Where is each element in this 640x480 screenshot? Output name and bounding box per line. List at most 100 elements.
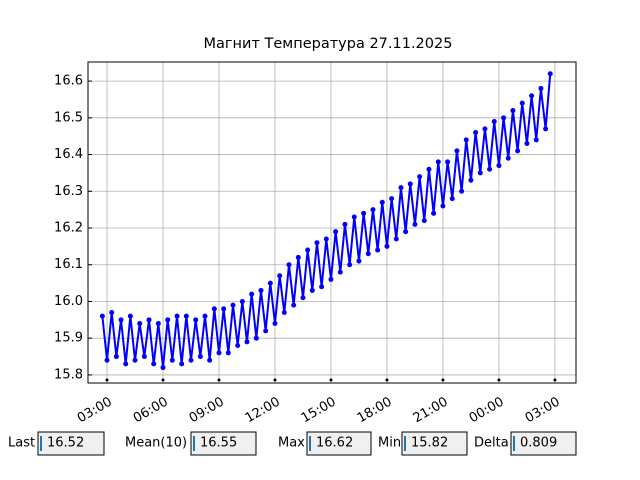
data-point: [356, 258, 362, 264]
stat-field: [401, 431, 468, 456]
data-point: [291, 302, 297, 308]
data-point: [314, 240, 320, 246]
data-point: [477, 170, 483, 176]
data-point: [109, 309, 115, 315]
stat-field: [37, 431, 105, 456]
y-tick-label: 16.1: [54, 257, 83, 272]
stat-value: 0.809: [520, 436, 557, 451]
data-point: [491, 118, 497, 124]
data-point: [519, 100, 525, 106]
data-point: [151, 361, 157, 367]
data-point: [449, 196, 455, 202]
stat-value: 16.55: [200, 436, 237, 451]
data-point: [421, 218, 427, 224]
data-point: [202, 313, 208, 319]
stat-label: Min: [378, 436, 401, 451]
data-point: [319, 284, 325, 290]
x-tick: [217, 378, 221, 382]
data-point: [431, 210, 437, 216]
y-tick-label: 16.2: [54, 221, 83, 236]
data-point: [118, 317, 124, 323]
stat-box[interactable]: 0.809: [510, 431, 577, 456]
data-point: [295, 254, 301, 260]
x-tick: [105, 378, 109, 382]
data-point: [487, 166, 493, 172]
data-point: [267, 280, 273, 286]
data-point: [188, 357, 194, 363]
data-point: [351, 214, 357, 220]
x-tick: [497, 378, 501, 382]
data-point: [463, 137, 469, 143]
data-point: [524, 141, 530, 147]
data-point: [174, 313, 180, 319]
data-point: [473, 130, 479, 136]
data-point: [99, 313, 105, 319]
stat-value: 15.82: [411, 436, 448, 451]
stat-box[interactable]: 16.62: [306, 431, 372, 456]
y-tick-label: 15.9: [54, 331, 83, 346]
stat-value: 16.52: [47, 436, 84, 451]
data-point: [515, 148, 521, 154]
data-point: [104, 357, 110, 363]
data-point: [127, 313, 133, 319]
chart-title: Магнит Температура 27.11.2025: [204, 36, 453, 52]
data-point: [281, 309, 287, 315]
x-tick: [329, 378, 333, 382]
x-tick: [441, 378, 445, 382]
data-point: [459, 188, 465, 194]
data-point: [365, 251, 371, 257]
data-point: [113, 354, 119, 360]
data-point: [230, 302, 236, 308]
data-point: [146, 317, 152, 323]
data-point: [379, 199, 385, 205]
data-point: [510, 107, 516, 113]
y-tick-label: 16.3: [54, 184, 83, 199]
stat-field: [510, 431, 577, 456]
stat-field: [306, 431, 372, 456]
data-point: [347, 262, 353, 268]
data-point: [277, 273, 283, 279]
data-point: [207, 357, 213, 363]
data-point: [211, 306, 217, 312]
data-point: [235, 343, 241, 349]
data-point: [426, 166, 432, 172]
stat-field: [190, 431, 257, 456]
data-point: [375, 247, 381, 253]
stat-box[interactable]: 16.52: [37, 431, 105, 456]
data-point: [193, 317, 199, 323]
data-point: [342, 221, 348, 227]
data-point: [183, 313, 189, 319]
stat-value: 16.62: [316, 436, 353, 451]
data-point: [393, 236, 399, 242]
data-point: [132, 357, 138, 363]
data-point: [309, 287, 315, 293]
data-point: [398, 185, 404, 191]
data-point: [384, 243, 390, 249]
stat-label: Delta: [474, 436, 509, 451]
stat-box[interactable]: 15.82: [401, 431, 468, 456]
data-point: [482, 126, 488, 132]
data-point: [440, 203, 446, 209]
data-point: [435, 159, 441, 165]
data-point: [160, 365, 166, 371]
data-point: [141, 354, 147, 360]
data-point: [389, 196, 395, 202]
data-point: [165, 317, 171, 323]
plot-frame: [87, 61, 577, 384]
data-point: [244, 339, 250, 345]
data-point: [169, 357, 175, 363]
data-point: [454, 148, 460, 154]
stat-box[interactable]: 16.55: [190, 431, 257, 456]
data-point: [333, 229, 339, 235]
y-tick-label: 16.0: [54, 294, 83, 309]
data-point: [305, 247, 311, 253]
data-point: [258, 287, 264, 293]
data-point: [407, 181, 413, 187]
data-point: [197, 354, 203, 360]
y-tick-label: 16.4: [54, 147, 83, 162]
data-point: [538, 85, 544, 91]
data-point: [137, 321, 143, 327]
data-point: [361, 210, 367, 216]
data-point: [221, 306, 227, 312]
